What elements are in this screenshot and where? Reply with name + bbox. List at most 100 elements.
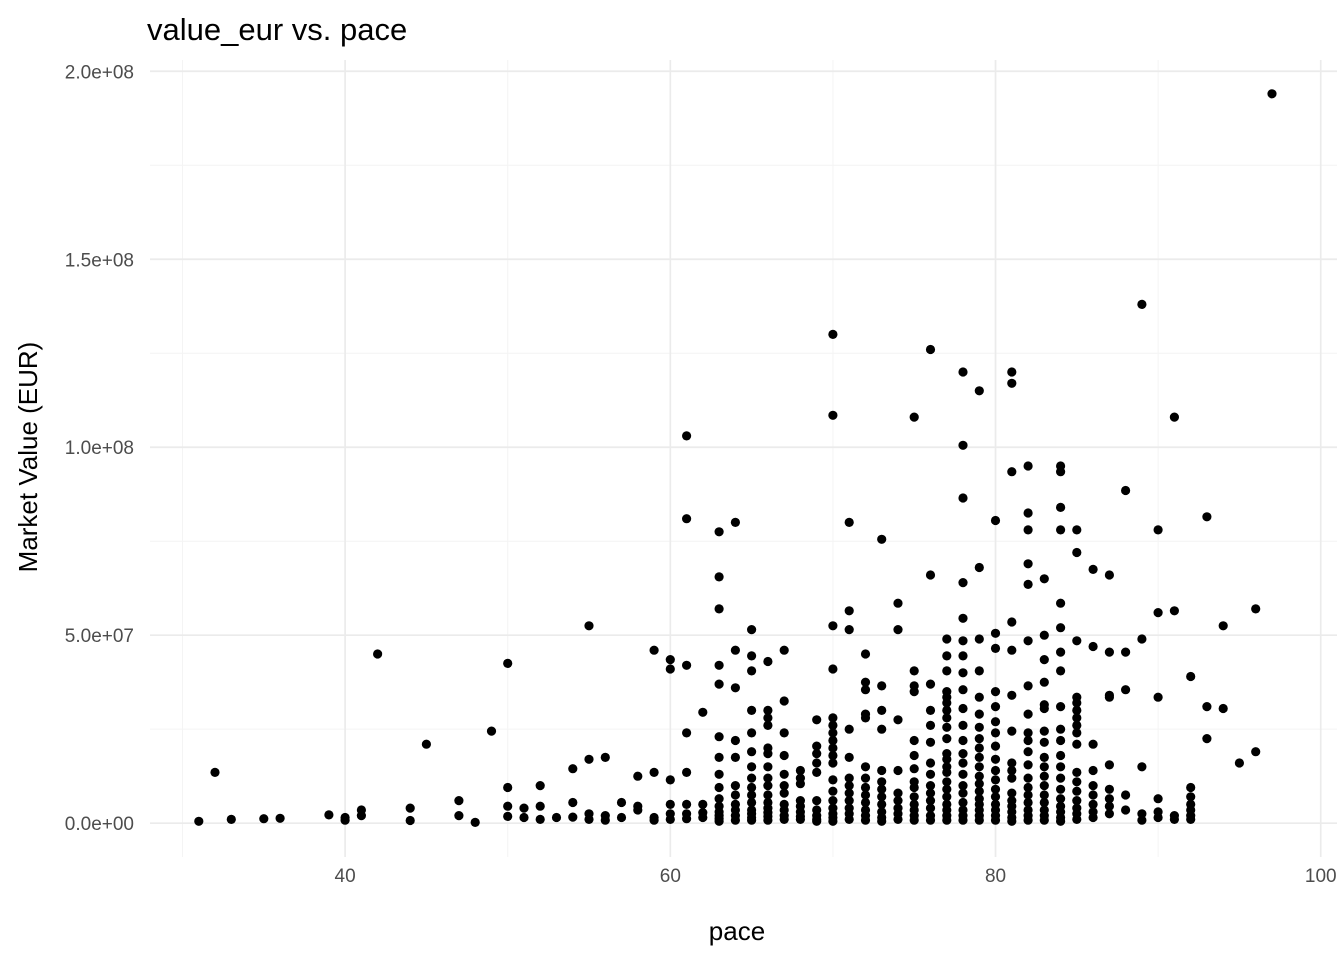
data-point [779, 781, 789, 791]
data-point [990, 628, 1001, 638]
y-tick-label: 5.0e+07 [65, 626, 134, 647]
data-point [373, 649, 383, 659]
data-point [1056, 623, 1066, 633]
data-point [747, 747, 757, 757]
data-point [1169, 606, 1179, 616]
data-point [1202, 734, 1212, 744]
data-point [747, 782, 757, 793]
data-point [568, 764, 578, 774]
data-point [1056, 773, 1066, 783]
data-point [974, 562, 984, 573]
data-point [1121, 647, 1131, 657]
data-point [1202, 702, 1212, 712]
data-point [844, 773, 854, 783]
data-point [828, 713, 838, 723]
data-point [747, 762, 757, 772]
data-point [1153, 525, 1163, 535]
y-axis-title: Market Value (EUR) [13, 342, 43, 573]
data-point [665, 664, 675, 674]
data-point [1056, 750, 1066, 761]
data-point [763, 781, 773, 791]
data-point [1072, 728, 1082, 738]
data-point [1088, 812, 1098, 823]
y-tick-label: 0.0e+00 [65, 814, 134, 835]
data-point [1088, 739, 1098, 749]
data-point [942, 777, 952, 787]
data-point [958, 651, 968, 661]
data-point [633, 771, 643, 781]
data-point [942, 705, 952, 716]
data-point [958, 720, 968, 731]
data-point [1007, 467, 1017, 477]
data-point [1088, 641, 1098, 652]
data-point [1056, 467, 1066, 477]
data-point [1121, 685, 1131, 695]
data-point [454, 796, 464, 806]
data-point [763, 720, 773, 731]
data-point [1023, 728, 1033, 738]
data-point [470, 817, 480, 828]
data-point [1023, 747, 1033, 757]
data-point [974, 815, 984, 825]
data-point [974, 692, 984, 702]
data-point [1072, 777, 1082, 787]
data-point [1088, 765, 1098, 776]
data-point [1153, 608, 1163, 618]
data-point [925, 705, 936, 716]
data-point [682, 728, 692, 738]
data-point [1088, 799, 1098, 810]
data-point [779, 788, 789, 798]
data-point [958, 578, 968, 588]
data-point [1056, 666, 1066, 676]
data-point [1039, 781, 1049, 791]
data-point [958, 440, 968, 450]
data-point [909, 815, 919, 825]
data-point [990, 792, 1001, 802]
data-point [714, 572, 724, 582]
data-point [682, 660, 692, 670]
data-point [860, 797, 871, 808]
data-point [860, 762, 871, 772]
data-point [1137, 762, 1147, 772]
data-point [844, 752, 854, 763]
data-point [893, 715, 903, 725]
data-point [1039, 574, 1049, 584]
data-point [1104, 809, 1114, 819]
data-point [877, 799, 887, 810]
data-point [503, 801, 513, 811]
data-point [503, 658, 513, 669]
data-point [1023, 735, 1033, 746]
data-point [1072, 739, 1082, 749]
data-point [1023, 760, 1033, 770]
data-point [958, 367, 968, 377]
data-point [779, 750, 789, 761]
data-point [503, 782, 513, 793]
data-point [958, 758, 968, 768]
data-point [909, 735, 919, 746]
data-point [828, 728, 838, 738]
data-point [324, 810, 334, 820]
data-point [405, 803, 415, 813]
data-point [779, 645, 789, 655]
data-point [844, 781, 854, 791]
data-point [1169, 412, 1179, 422]
data-point [535, 781, 545, 791]
data-point [795, 779, 806, 789]
data-point [1056, 647, 1066, 657]
data-point [1153, 812, 1163, 823]
data-point [356, 811, 366, 821]
data-point [795, 814, 806, 825]
data-point [1186, 671, 1196, 682]
data-point [747, 815, 757, 825]
data-point [1056, 794, 1066, 804]
data-point [877, 534, 887, 544]
data-point [942, 634, 952, 644]
data-point [730, 781, 741, 791]
data-point [893, 625, 903, 635]
data-point [1023, 773, 1033, 783]
data-point [958, 668, 968, 678]
data-point [1056, 598, 1066, 608]
data-point [730, 645, 741, 655]
data-point [535, 801, 545, 811]
data-point [551, 812, 562, 823]
